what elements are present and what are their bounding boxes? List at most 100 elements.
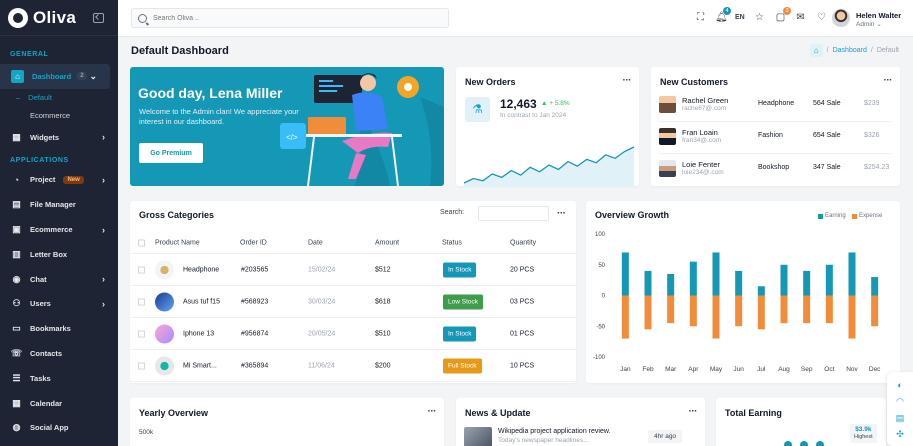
floating-toolbar: ◐ ◠ ▤ ✣ <box>887 372 913 446</box>
col-product[interactable]: Product Name <box>155 239 200 246</box>
bar-earning-sep <box>803 270 811 296</box>
sidebar-item-label: Users <box>30 299 51 309</box>
table-row[interactable]: Asus tuf f15 #568923 30/03/24 $618 Low Stock… <box>130 286 576 318</box>
fullscreen-icon[interactable]: ⛶ <box>697 12 704 23</box>
document-icon[interactable]: ▤ <box>895 413 905 423</box>
col-amount[interactable]: Amount <box>375 239 400 246</box>
sidebar-item-bookmarks[interactable]: ▭ Bookmarks <box>0 316 118 341</box>
card-title: Overview Growth <box>595 210 670 220</box>
bookmark-icon: ▭ <box>12 323 21 334</box>
y-tick-label: 100 <box>595 232 606 238</box>
col-order-id[interactable]: Order ID <box>240 239 267 246</box>
chevron-right-icon: › <box>102 174 105 185</box>
user-name[interactable]: Helen Walter <box>856 11 902 20</box>
sidebar-item-widgets[interactable]: ▦ Widgets › <box>0 125 118 150</box>
sidebar-item-label: Contacts <box>30 349 63 359</box>
bar-expense-apr <box>689 295 697 327</box>
order-quantity: 10 PCS <box>510 362 535 369</box>
col-date[interactable]: Date <box>308 239 323 246</box>
sidebar-item-ecommerce[interactable]: ▣ Ecommerce › <box>0 217 118 242</box>
star-icon[interactable]: ☆ <box>755 12 764 23</box>
card-title: Gross Categories <box>139 210 215 220</box>
mail-icon[interactable]: ✉ <box>796 12 805 23</box>
sidebar-item-dashboard[interactable]: ⌂ Dashboard 2 ⌄ <box>0 64 110 89</box>
customer-name: Loie Fenter <box>682 160 720 169</box>
table-row[interactable]: Headphone #203565 15/02/24 $512 In Stock 20 P… <box>130 254 576 286</box>
x-tick-label: Nov <box>846 366 858 373</box>
customer-sales: 564 Sale <box>813 100 841 107</box>
cart-icon[interactable]: ▢ 3 <box>775 7 791 23</box>
sidebar-item-social-app[interactable]: ◍ Social App <box>0 416 118 441</box>
row-checkbox[interactable] <box>138 362 145 369</box>
more-icon[interactable]: ··· <box>622 75 632 86</box>
bell-icon[interactable]: 🔔︎ 4 <box>715 7 731 23</box>
order-id: #568923 <box>241 298 269 305</box>
tasks-icon: ☰ <box>12 372 21 383</box>
sidebar-item-users[interactable]: ⚇ Users › <box>0 292 118 317</box>
more-icon[interactable]: ··· <box>427 406 437 417</box>
table-row[interactable]: Iphone 13 #956874 20/05/24 $510 In Stock 01 P… <box>130 318 576 350</box>
sidebar-sub-ecommerce[interactable]: Ecommerce <box>0 107 118 125</box>
row-checkbox[interactable] <box>138 330 145 337</box>
headset-icon[interactable]: ◠ <box>896 396 904 406</box>
language-selector[interactable]: EN <box>735 14 745 21</box>
row-checkbox[interactable] <box>138 266 145 273</box>
shield-icon[interactable]: ♡ <box>817 12 826 23</box>
breadcrumb-current: Default <box>876 47 899 54</box>
bar-expense-oct <box>825 295 833 324</box>
go-premium-button[interactable]: Go Premium <box>139 143 203 163</box>
user-role[interactable]: Admin ⌄ <box>856 21 882 28</box>
sidebar-item-letter-box[interactable]: ▥ Letter Box <box>0 242 118 267</box>
avatar[interactable] <box>832 9 850 27</box>
bar-earning-jan <box>621 252 629 296</box>
breadcrumb-dashboard[interactable]: Dashboard <box>832 47 867 54</box>
x-tick-label: Jul <box>757 366 766 373</box>
bar-expense-aug <box>780 295 788 324</box>
news-headline[interactable]: Wikipedia project application review. <box>498 428 611 435</box>
share-icon[interactable]: ✣ <box>896 429 904 439</box>
sidebar-item-label: Dashboard <box>32 71 72 81</box>
nav-group-applications: ◔ Project New › ▤ File Manager ▣ Ecommerce › ▥ Let… <box>0 168 118 441</box>
legend-label: Expense <box>859 213 883 219</box>
customer-amount: $326 <box>864 132 880 139</box>
order-id: #956874 <box>241 330 269 337</box>
status-badge: Low Stock <box>443 294 483 309</box>
status-badge: In Stock <box>443 326 477 341</box>
legend-earning[interactable]: Earning <box>818 213 846 219</box>
customer-email: rache67@.com <box>682 105 727 112</box>
more-icon[interactable]: ··· <box>688 406 698 417</box>
oliva-logo-icon <box>8 7 28 28</box>
row-checkbox[interactable] <box>138 298 145 305</box>
sidebar-item-file-manager[interactable]: ▤ File Manager <box>0 192 118 217</box>
more-icon[interactable]: ··· <box>557 208 566 219</box>
customer-row[interactable]: Rachel Green rache67@.com Headphone 564 Sal… <box>659 94 892 118</box>
sidebar-item-project[interactable]: ◔ Project New › <box>0 168 118 193</box>
customer-row[interactable]: Fran Loain fran34@.com Fashion 654 Sale $326 <box>659 126 892 150</box>
select-all-checkbox[interactable] <box>138 239 145 246</box>
product-name: Asus tuf f15 <box>183 298 220 305</box>
home-icon[interactable]: ⌂ <box>809 44 823 57</box>
new-badge: New <box>63 175 84 184</box>
sidebar-item-tasks[interactable]: ☰ Tasks <box>0 366 118 391</box>
sidebar-sub-default[interactable]: – Default <box>0 89 118 107</box>
order-amount: $510 <box>375 330 391 337</box>
bar-earning-nov <box>848 252 856 296</box>
search-input[interactable] <box>153 14 433 22</box>
news-thumbnail[interactable] <box>464 427 492 446</box>
settings-icon[interactable]: ◐ <box>897 380 903 390</box>
col-quantity[interactable]: Quantity <box>510 239 537 246</box>
sidebar-collapse-icon[interactable] <box>93 12 104 23</box>
sidebar-item-contacts[interactable]: ☏ Contacts <box>0 341 118 366</box>
more-icon[interactable]: ··· <box>883 75 893 86</box>
table-search-input[interactable] <box>478 206 549 221</box>
x-tick-label: Feb <box>642 366 654 373</box>
legend-expense[interactable]: Expense <box>852 213 882 219</box>
table-row[interactable]: Mi Smart... #365894 11/06/24 $200 Full Stock… <box>130 350 576 382</box>
sidebar-item-calendar[interactable]: ▦ Calendar <box>0 391 118 416</box>
search-box[interactable] <box>131 8 449 28</box>
customer-row[interactable]: Loie Fenter loie234@.com Bookshop 347 Sale $… <box>659 158 892 182</box>
bar-expense-jan <box>621 295 629 339</box>
status-badge: Full Stock <box>443 358 482 373</box>
sidebar-item-chat[interactable]: ◉ Chat › <box>0 267 118 292</box>
col-status[interactable]: Status <box>442 239 462 246</box>
